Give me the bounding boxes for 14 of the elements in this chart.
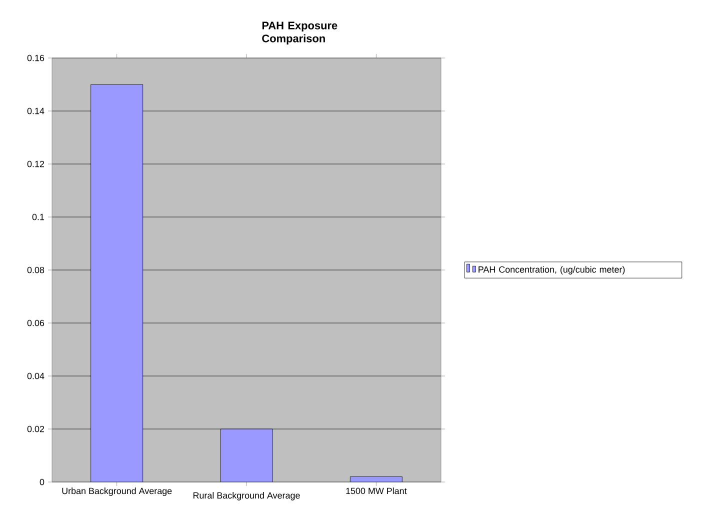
y-tick-label: 0.14 — [27, 108, 44, 114]
y-tick-label: 0.16 — [27, 54, 44, 62]
y-tick-label: 0.12 — [27, 160, 44, 168]
x-tick-label: Rural Background Average — [193, 492, 300, 500]
x-tick-label: 1500 MW Plant — [346, 488, 407, 494]
y-tick-label: 0.08 — [27, 266, 44, 274]
y-tick-label: 0.1 — [32, 214, 44, 220]
y-tick-label: 0.04 — [27, 372, 44, 380]
x-tick-label: Urban Background Average — [62, 488, 172, 496]
y-tick-label: 0.06 — [27, 320, 44, 326]
y-tick-label: 0.02 — [27, 426, 44, 432]
legend-label: PAH Concentration, (ug/cubic meter) — [478, 266, 625, 274]
y-tick-label: 0 — [40, 478, 44, 486]
chart-title: PAH Exposure Comparison — [262, 22, 338, 44]
